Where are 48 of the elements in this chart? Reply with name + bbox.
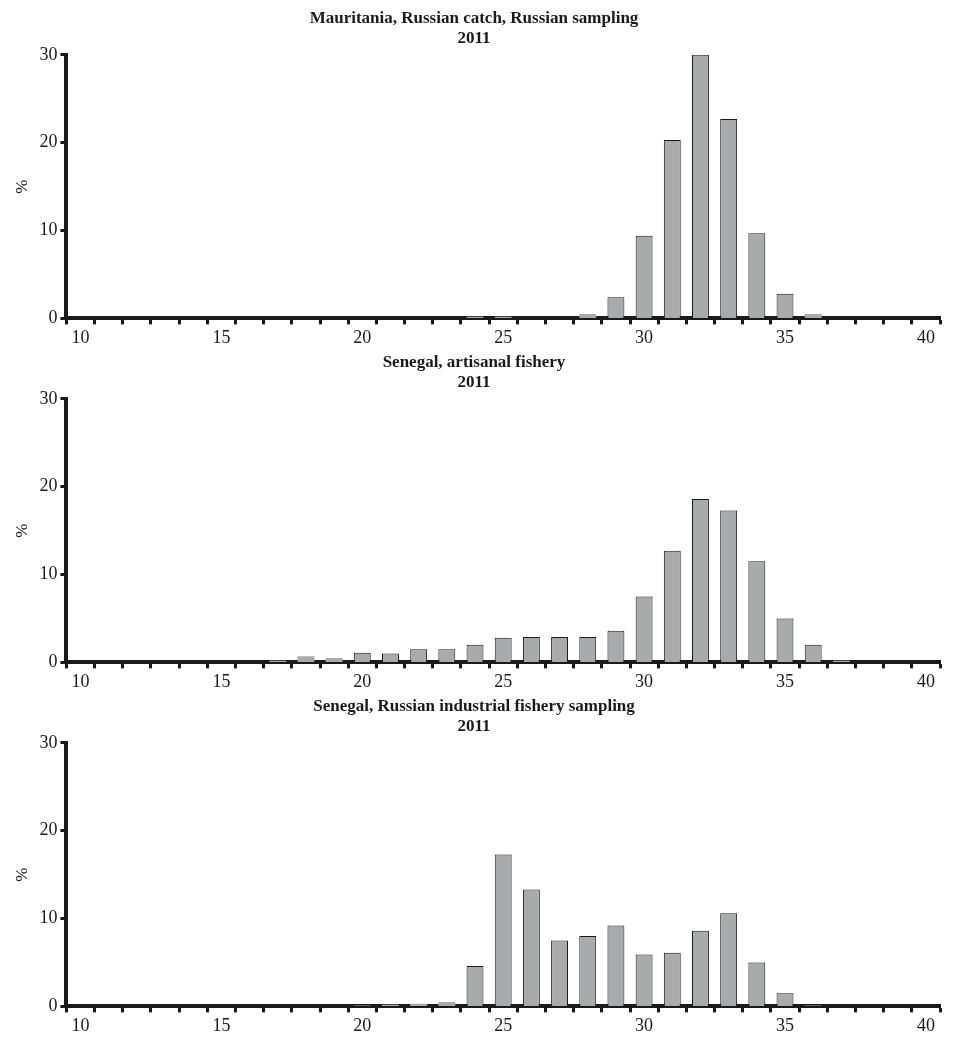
y-tick-label: 20 (39, 475, 58, 496)
bar (410, 1003, 428, 1006)
y-tick-label: 30 (39, 43, 58, 64)
y-tick-label: 20 (39, 131, 58, 152)
x-tick-label: 15 (212, 1014, 231, 1035)
x-tick-label: 25 (494, 1014, 513, 1035)
y-tick-label: 0 (48, 995, 58, 1016)
x-tick-label: 25 (494, 326, 513, 347)
x-tick-label: 25 (494, 670, 513, 691)
chart-title: Senegal, Russian industrial fishery sampling (313, 695, 636, 715)
y-tick-label: 10 (39, 219, 58, 240)
y-axis-title: % (11, 867, 31, 882)
x-tick-label: 40 (916, 670, 935, 691)
x-tick-label: 20 (353, 670, 372, 691)
bar (297, 656, 315, 662)
chart-subtitle: 2011 (457, 715, 491, 735)
x-tick-label: 40 (916, 1014, 935, 1035)
bar (579, 314, 597, 318)
x-tick-label: 10 (71, 1014, 90, 1035)
y-axis-title: % (11, 179, 31, 194)
chart-title: Senegal, artisanal fishery (382, 351, 566, 371)
bar (325, 658, 343, 662)
x-tick-label: 10 (71, 670, 90, 691)
y-tick-label: 20 (39, 819, 58, 840)
y-tick-label: 10 (39, 907, 58, 928)
x-tick-label: 20 (353, 1014, 372, 1035)
x-tick-label: 35 (776, 670, 795, 691)
x-tick-label: 35 (776, 1014, 795, 1035)
x-tick-label: 10 (71, 326, 90, 347)
x-tick-label: 30 (635, 326, 654, 347)
x-tick-label: 15 (212, 326, 231, 347)
chart-title: Mauritania, Russian catch, Russian sampling (309, 7, 639, 27)
bar (804, 314, 822, 318)
x-tick-label: 30 (635, 670, 654, 691)
y-tick-label: 30 (39, 731, 58, 752)
y-tick-label: 30 (39, 387, 58, 408)
x-tick-label: 30 (635, 1014, 654, 1035)
bar (438, 1002, 456, 1006)
x-tick-label: 15 (212, 670, 231, 691)
x-tick-label: 35 (776, 326, 795, 347)
y-tick-label: 0 (48, 651, 58, 672)
y-axis-title: % (11, 523, 31, 538)
chart-subtitle: 2011 (457, 371, 491, 391)
chart-subtitle: 2011 (457, 27, 491, 47)
y-tick-label: 0 (48, 307, 58, 328)
x-tick-label: 40 (916, 326, 935, 347)
x-tick-label: 20 (353, 326, 372, 347)
y-tick-label: 10 (39, 563, 58, 584)
